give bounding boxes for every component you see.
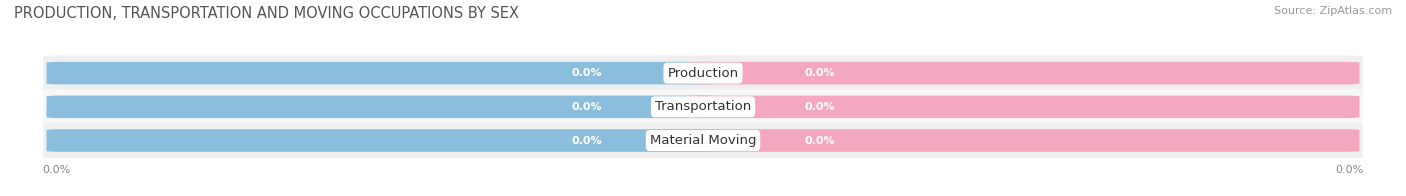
FancyBboxPatch shape [44,56,1362,91]
FancyBboxPatch shape [46,62,720,84]
FancyBboxPatch shape [688,62,1360,84]
Text: 0.0%: 0.0% [571,135,602,145]
Text: 0.0%: 0.0% [571,68,602,78]
FancyBboxPatch shape [46,129,720,152]
FancyBboxPatch shape [688,129,1360,152]
Text: 0.0%: 0.0% [804,135,835,145]
Text: Source: ZipAtlas.com: Source: ZipAtlas.com [1274,6,1392,16]
Text: 0.0%: 0.0% [804,102,835,112]
FancyBboxPatch shape [44,89,1362,124]
FancyBboxPatch shape [44,123,1362,158]
Text: PRODUCTION, TRANSPORTATION AND MOVING OCCUPATIONS BY SEX: PRODUCTION, TRANSPORTATION AND MOVING OC… [14,6,519,21]
FancyBboxPatch shape [46,95,720,118]
Text: Transportation: Transportation [655,100,751,113]
Text: Material Moving: Material Moving [650,134,756,147]
FancyBboxPatch shape [688,95,1360,118]
Text: Production: Production [668,67,738,80]
Text: 0.0%: 0.0% [804,68,835,78]
Text: 0.0%: 0.0% [571,102,602,112]
